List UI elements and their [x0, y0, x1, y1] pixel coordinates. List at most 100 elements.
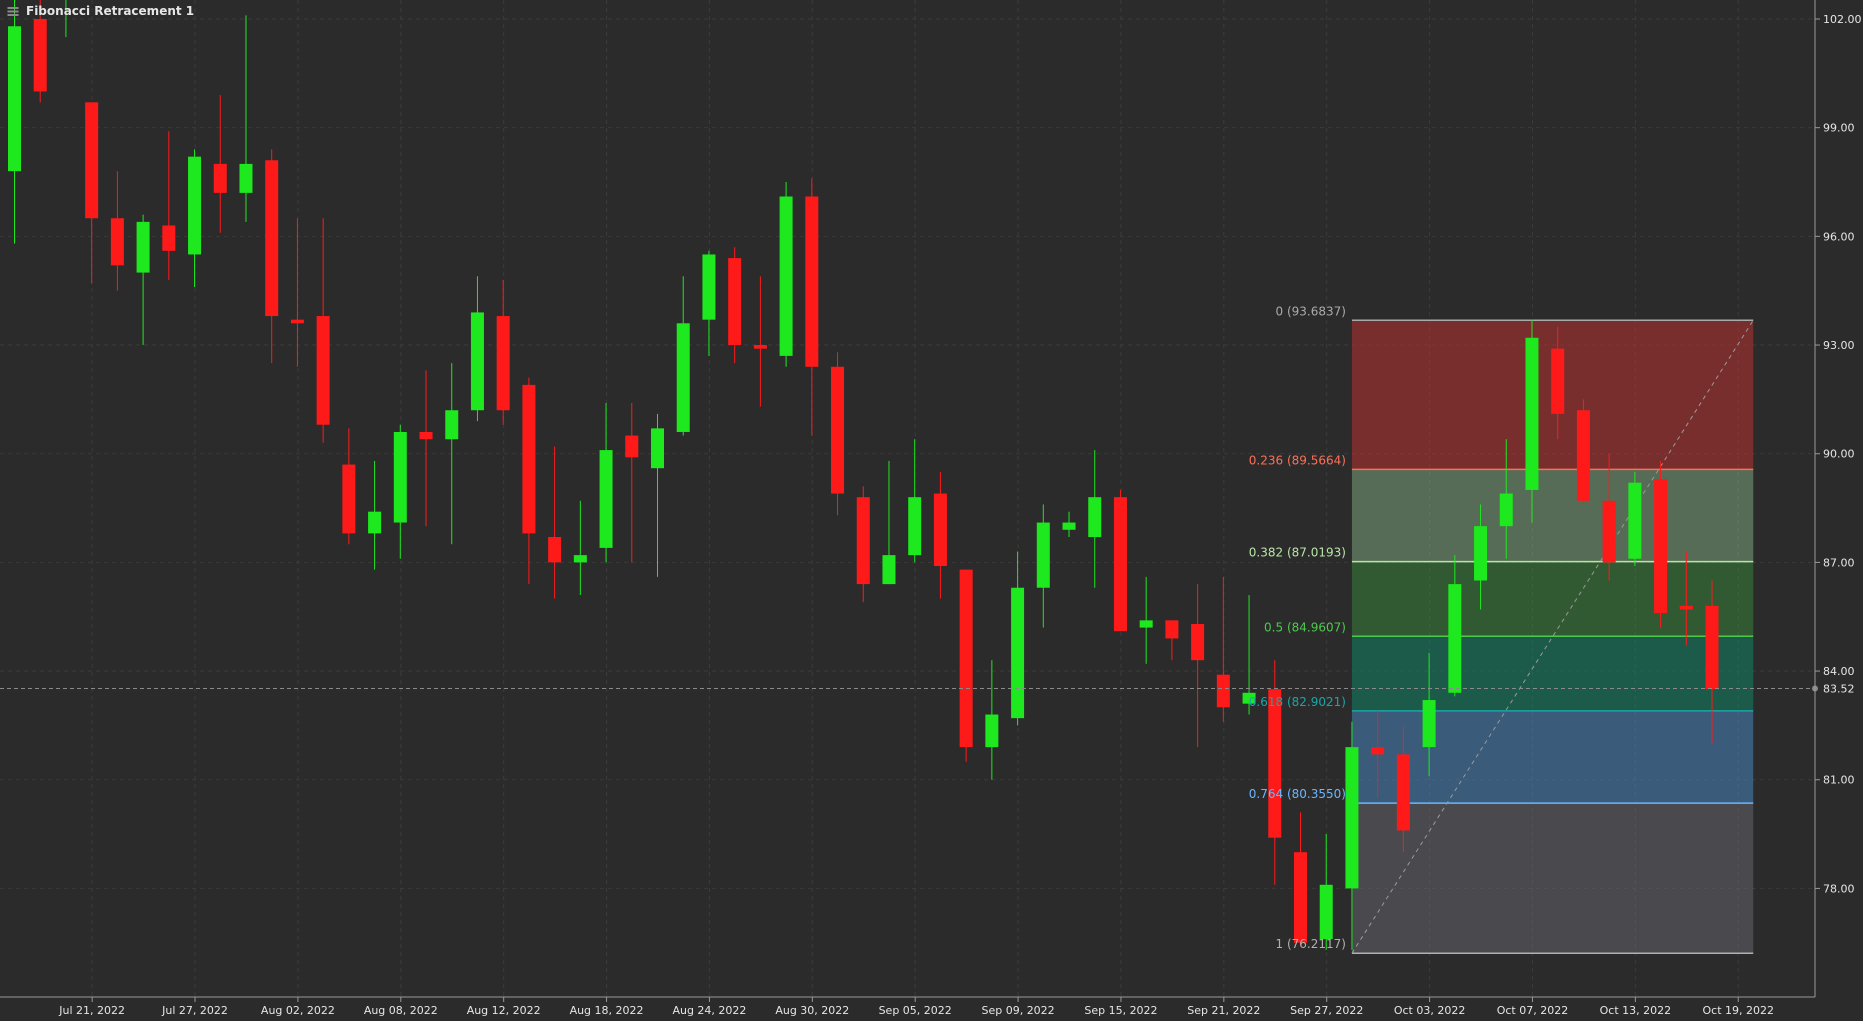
candle-body	[1371, 747, 1385, 755]
candle-body	[779, 196, 793, 356]
x-tick-label: Sep 05, 2022	[879, 1004, 952, 1017]
fib-zone	[1351, 636, 1754, 711]
candle-body	[676, 323, 690, 432]
fib-zone	[1351, 710, 1754, 804]
y-tick-label: 78.00	[1823, 882, 1855, 895]
candle-body	[1705, 605, 1719, 690]
x-tick-label: Sep 15, 2022	[1084, 1004, 1157, 1017]
x-tick-label: Oct 13, 2022	[1600, 1004, 1672, 1017]
candle-body	[1448, 584, 1462, 693]
candle-body	[882, 555, 896, 585]
fib-zone	[1351, 561, 1754, 637]
x-tick-label: Aug 12, 2022	[467, 1004, 541, 1017]
candle-body	[1551, 348, 1565, 414]
candle-body	[1679, 605, 1693, 610]
fibonacci-level-labels: 0 (93.6837) 0.236 (89.5664) 0.382 (87.0193…	[1249, 304, 1346, 951]
fib-trend-line	[1351, 319, 1754, 954]
candle-body	[1422, 700, 1436, 748]
candle-body	[1242, 692, 1256, 704]
y-tick-label: 81.00	[1823, 774, 1855, 787]
candle-body	[728, 258, 742, 346]
chart-legend[interactable]: Fibonacci Retracement 1	[6, 4, 194, 18]
candle-body	[136, 221, 150, 273]
candle-body	[1396, 754, 1410, 831]
fib-level-label: 0 (93.6837)	[1276, 304, 1346, 318]
candle-body	[213, 163, 227, 193]
y-tick-label: 90.00	[1823, 448, 1855, 461]
candle-body	[573, 555, 587, 563]
candle-body	[753, 345, 767, 349]
candle-body	[110, 218, 124, 266]
candle-body	[265, 160, 279, 317]
x-tick-label: Aug 24, 2022	[672, 1004, 746, 1017]
x-tick-label: Jul 27, 2022	[161, 1004, 228, 1017]
y-tick-label: 87.00	[1823, 556, 1855, 569]
candle-body	[368, 511, 382, 534]
candle-body	[239, 163, 253, 193]
candle-body	[1294, 852, 1307, 943]
candle-body	[470, 312, 484, 411]
candle-body	[933, 493, 947, 567]
x-tick-label: Jul 21, 2022	[58, 1004, 125, 1017]
candle-body	[522, 384, 536, 534]
candle-body	[290, 319, 304, 324]
y-tick-label: 96.00	[1823, 230, 1855, 243]
candle-body	[548, 537, 562, 563]
x-tick-label: Oct 19, 2022	[1702, 1004, 1774, 1017]
candle-body	[1113, 497, 1127, 632]
candle-body	[8, 26, 21, 172]
x-tick-label: Aug 18, 2022	[570, 1004, 644, 1017]
y-tick-label: 93.00	[1823, 339, 1855, 352]
legend-title: Fibonacci Retracement 1	[26, 4, 195, 18]
x-tick-label: Oct 03, 2022	[1394, 1004, 1466, 1017]
candle-body	[1319, 884, 1333, 940]
candle-body	[908, 497, 922, 556]
candle-body	[1088, 497, 1102, 538]
candle-body	[1268, 689, 1282, 838]
candle-body	[1576, 410, 1590, 501]
candle-body	[599, 450, 613, 548]
x-tick-label: Oct 07, 2022	[1497, 1004, 1569, 1017]
x-tick-label: Aug 08, 2022	[364, 1004, 438, 1017]
x-tick-label: Aug 02, 2022	[261, 1004, 335, 1017]
candle-body	[1062, 522, 1076, 530]
candle-body	[856, 497, 870, 585]
fib-level-label: 0.382 (87.0193)	[1249, 546, 1346, 560]
candle-body	[1139, 620, 1153, 628]
candle-body	[85, 102, 99, 219]
candle-body	[316, 316, 330, 425]
candle-body	[805, 196, 819, 367]
price-label: 83.52	[1823, 682, 1855, 695]
candle-body	[1345, 747, 1359, 889]
fib-level-label: 0.764 (80.3550)	[1249, 787, 1346, 801]
candle-body	[445, 410, 459, 440]
candle-body	[831, 366, 845, 494]
candle-body	[1602, 500, 1616, 563]
x-tick-label: Aug 30, 2022	[775, 1004, 849, 1017]
candle-body	[1165, 620, 1179, 639]
x-tick-label: Sep 27, 2022	[1290, 1004, 1363, 1017]
candle-body	[1216, 674, 1230, 708]
x-tick-label: Sep 09, 2022	[981, 1004, 1054, 1017]
candle-body	[702, 254, 716, 320]
fib-zone	[1351, 469, 1754, 562]
candle-body	[162, 225, 176, 251]
fib-level-label: 0.618 (82.9021)	[1249, 695, 1346, 709]
fibonacci-retracement[interactable]	[1351, 319, 1754, 954]
candle-body	[1499, 493, 1513, 527]
fib-level-label: 0.236 (89.5664)	[1249, 453, 1346, 467]
candle-body	[1654, 479, 1668, 614]
candle-body	[1628, 482, 1642, 559]
candle-body	[625, 435, 639, 458]
candle-body	[33, 19, 47, 92]
candle-body	[188, 156, 202, 255]
y-tick-label: 102.00	[1823, 13, 1862, 26]
y-tick-label: 99.00	[1823, 122, 1855, 135]
price-crosshair: 83.52	[0, 682, 1855, 695]
fib-level-label: 0.5 (84.9607)	[1264, 620, 1346, 634]
fib-level-label: 1 (76.2117)	[1276, 937, 1346, 951]
candle-body	[985, 714, 999, 748]
candle-body	[342, 464, 356, 534]
